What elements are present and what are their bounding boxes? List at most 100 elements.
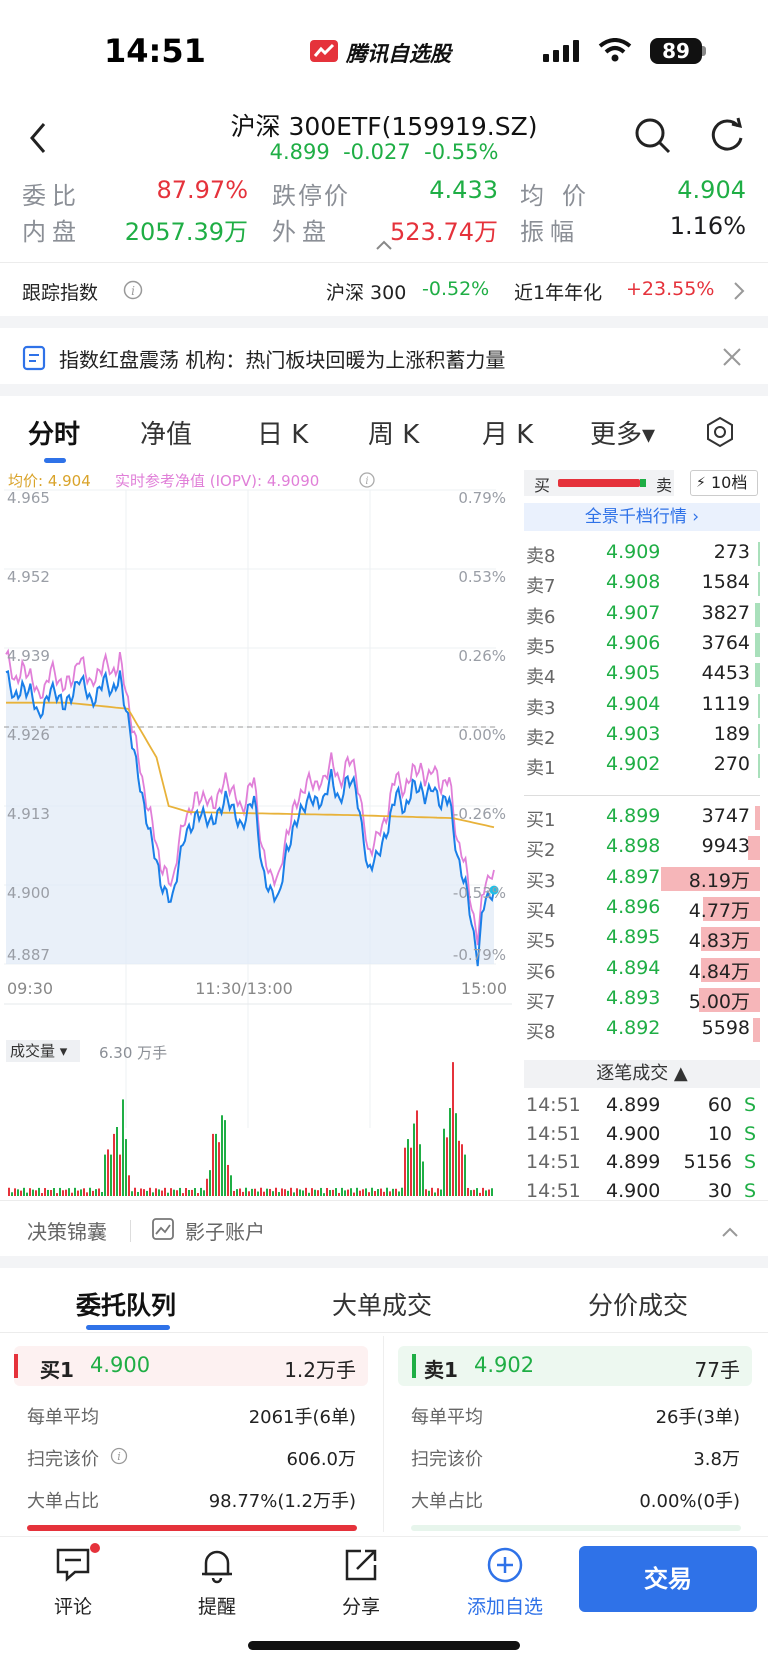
- tab-price-trades[interactable]: 分价成交: [588, 1291, 689, 1320]
- info-icon[interactable]: i: [110, 1447, 128, 1469]
- ask-level-price: 4.905: [606, 662, 661, 685]
- alert-button[interactable]: [172, 1545, 262, 1589]
- x-axis-label: 15:00: [461, 979, 507, 998]
- chevron-right-icon[interactable]: [733, 281, 745, 305]
- trade-button[interactable]: 交易: [579, 1546, 757, 1612]
- divider: [0, 1332, 768, 1333]
- volume-bar: [17, 1189, 19, 1196]
- info-icon[interactable]: i: [359, 472, 375, 492]
- app-logo-icon: [308, 38, 340, 64]
- tab-more[interactable]: 更多▾: [590, 420, 656, 450]
- levels-toggle-button[interactable]: ⚡ 10档: [690, 470, 758, 496]
- volume-bar: [92, 1190, 94, 1196]
- tab-daily-k[interactable]: 日 K: [257, 420, 309, 450]
- intraday-chart[interactable]: 4.965 0.79% 4.952 0.53% 4.939 0.26% 4.926 0.00%…: [4, 468, 512, 1198]
- tab-nav[interactable]: 净值: [140, 420, 193, 450]
- volume-bar: [71, 1192, 73, 1196]
- ask-volume-bar: [755, 632, 760, 657]
- bid-volume-bar: [699, 987, 760, 1012]
- lightning-icon: ⚡: [696, 475, 706, 491]
- buy-queue-total: 1.2万手: [284, 1358, 356, 1382]
- comment-icon: [56, 1548, 90, 1582]
- ask-level-row[interactable]: 卖5 4.906 3764: [524, 629, 760, 661]
- news-headline[interactable]: 指数红盘震荡 机构：热门板块回暖为上涨积蓄力量: [59, 348, 506, 372]
- back-button[interactable]: [24, 118, 54, 158]
- volume-bar: [248, 1191, 250, 1196]
- bid-level-row[interactable]: 买3 4.897 8.19万: [524, 863, 760, 895]
- volume-bar: [167, 1192, 169, 1196]
- sell-queue-card: 卖1 4.902 77手: [398, 1346, 752, 1386]
- volume-bar: [65, 1189, 67, 1196]
- shadow-account-link[interactable]: 影子账户: [185, 1220, 265, 1244]
- x-axis-label: 09:30: [7, 979, 53, 998]
- alert-label: 提醒: [197, 1596, 236, 1618]
- volume-bar: [344, 1190, 346, 1196]
- volume-bar: [428, 1190, 430, 1196]
- tick-trades-header[interactable]: 逐笔成交 ▲: [524, 1060, 760, 1088]
- bid-level-row[interactable]: 买6 4.894 4.84万: [524, 954, 760, 986]
- tab-order-queue[interactable]: 委托队列: [76, 1291, 177, 1320]
- bid-level-row[interactable]: 买8 4.892 5598: [524, 1014, 760, 1046]
- battery-tip: [702, 46, 706, 56]
- y-axis-pct-label: 0.00%: [458, 726, 506, 744]
- tick-row: 14:51 4.900 30 S: [524, 1178, 760, 1206]
- volume-bar: [122, 1099, 124, 1196]
- price-change: -0.027: [343, 140, 411, 164]
- ask-level-row[interactable]: 卖2 4.903 189: [524, 720, 760, 752]
- volume-bar: [404, 1147, 406, 1196]
- status-bar: 14:51 腾讯自选股 89: [0, 0, 768, 100]
- ask-level-row[interactable]: 卖7 4.908 1584: [524, 568, 760, 600]
- volume-selector[interactable]: 成交量 ▾: [6, 1040, 80, 1062]
- ask-level-row[interactable]: 卖8 4.909 273: [524, 538, 760, 570]
- volume-bar: [440, 1189, 442, 1196]
- tab-intraday[interactable]: 分时: [28, 420, 81, 450]
- ask-level-row[interactable]: 卖3 4.904 1119: [524, 690, 760, 722]
- ask-level-volume: 4453: [701, 662, 750, 685]
- tab-big-trades[interactable]: 大单成交: [332, 1291, 433, 1320]
- decision-kit-link[interactable]: 决策锦囊: [27, 1220, 107, 1244]
- info-icon[interactable]: i: [123, 280, 143, 304]
- volume-bar: [461, 1144, 463, 1196]
- section-gap: [0, 384, 768, 396]
- volume-bar: [275, 1187, 277, 1196]
- ask-level-row[interactable]: 卖1 4.902 270: [524, 750, 760, 782]
- settings-button[interactable]: [704, 416, 736, 452]
- bid-level-row[interactable]: 买2 4.898 9943: [524, 832, 760, 864]
- comment-button[interactable]: [28, 1543, 118, 1589]
- bid-level-row[interactable]: 买5 4.895 4.83万: [524, 923, 760, 955]
- volume-bar: [407, 1139, 409, 1196]
- volume-bar: [134, 1187, 136, 1196]
- buy-avg-value: 2061手(6单): [248, 1407, 356, 1428]
- bid-level-label: 买3: [526, 870, 556, 892]
- tick-side: S: [743, 1151, 756, 1173]
- volume-bar: [446, 1137, 448, 1196]
- close-icon[interactable]: [722, 347, 742, 371]
- tracking-index-name[interactable]: 沪深 300: [326, 282, 407, 304]
- add-watchlist-button[interactable]: [460, 1545, 550, 1589]
- ask-level-row[interactable]: 卖4 4.905 4453: [524, 659, 760, 691]
- share-button[interactable]: [316, 1545, 406, 1589]
- stat-label-limit-down: 跌停价: [272, 182, 350, 210]
- volume-bar: [77, 1190, 79, 1196]
- volume-bar: [140, 1188, 142, 1196]
- tab-monthly-k[interactable]: 月 K: [482, 420, 534, 450]
- refresh-button[interactable]: [708, 116, 746, 158]
- bid-level-row[interactable]: 买7 4.893 5.00万: [524, 984, 760, 1016]
- chevron-up-icon[interactable]: [721, 1223, 739, 1242]
- expand-stats-icon[interactable]: [374, 236, 394, 255]
- full-depth-link[interactable]: 全景千档行情 ›: [524, 503, 760, 531]
- svg-text:i: i: [365, 476, 368, 487]
- volume-bar: [68, 1188, 70, 1196]
- bid-level-row[interactable]: 买1 4.899 3747: [524, 802, 760, 834]
- tick-time: 14:51: [526, 1122, 581, 1145]
- volume-bar: [239, 1188, 241, 1196]
- volume-bar: [104, 1154, 106, 1196]
- tab-weekly-k[interactable]: 周 K: [368, 420, 420, 450]
- ask-level-row[interactable]: 卖6 4.907 3827: [524, 599, 760, 631]
- volume-bar: [218, 1142, 220, 1196]
- bid-level-row[interactable]: 买4 4.896 4.77万: [524, 893, 760, 925]
- ask-level-label: 卖6: [526, 606, 556, 628]
- ask-level-volume: 189: [713, 722, 750, 745]
- volume-bar: [482, 1187, 484, 1196]
- search-button[interactable]: [633, 116, 673, 160]
